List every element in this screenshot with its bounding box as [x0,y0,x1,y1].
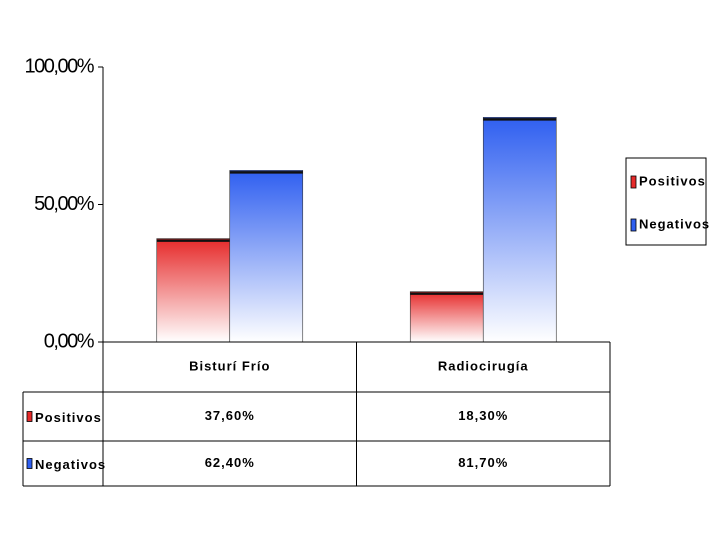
table-value: 81,70% [458,455,508,470]
table-value: 62,40% [205,455,255,470]
table-legend-key [26,411,33,422]
table-series-name: Positivos [35,410,102,425]
bar [409,291,484,343]
legend-label: Positivos [639,173,706,188]
y-tick-label: 100,00% [25,55,95,77]
table-series-name: Negativos [35,457,106,472]
bar [229,170,304,343]
table-value: 18,30% [458,408,508,423]
category-label: Radiocirugía [438,358,529,373]
y-tick-label: 50,00% [34,193,95,215]
table-legend-key [26,458,33,469]
bar [482,117,557,343]
legend-label: Negativos [639,216,710,231]
legend-key [630,175,637,189]
legend-key [630,218,637,232]
bar [156,238,231,343]
category-label: Bisturí Frío [189,358,270,373]
legend-box [625,157,707,246]
table-value: 37,60% [205,408,255,423]
y-tick-label: 0,00% [44,330,95,352]
